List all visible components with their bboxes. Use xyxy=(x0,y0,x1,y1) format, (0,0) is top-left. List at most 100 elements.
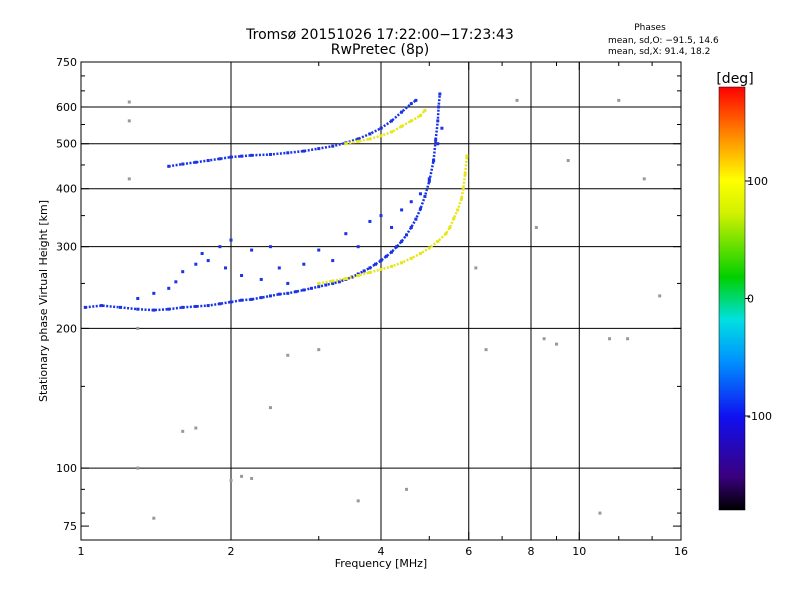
x-tick-label: 1 xyxy=(78,545,85,558)
x-tick-label: 10 xyxy=(572,545,586,558)
echo-point xyxy=(515,98,519,102)
echo-point xyxy=(434,138,438,142)
echo-point xyxy=(542,337,546,341)
x-tick-label: 6 xyxy=(465,545,472,558)
echo-point xyxy=(566,159,570,163)
echo-point xyxy=(404,487,408,491)
echo-point xyxy=(418,207,422,211)
echo-point xyxy=(268,245,272,249)
colorbar-tick-label: -100 xyxy=(747,410,772,423)
echo-point xyxy=(427,177,431,181)
echo-point xyxy=(484,348,488,352)
echo-point xyxy=(294,290,298,294)
echo-point xyxy=(418,192,422,196)
echo-point xyxy=(277,292,281,296)
echo-point xyxy=(277,266,281,270)
echo-point xyxy=(302,149,306,153)
echo-point xyxy=(302,288,306,292)
echo-point xyxy=(250,297,254,301)
echo-point xyxy=(250,248,254,252)
echo-point xyxy=(194,304,198,308)
echo-point xyxy=(356,139,360,143)
echo-trace xyxy=(85,93,442,312)
echo-point xyxy=(368,219,372,223)
echo-point xyxy=(598,511,602,515)
echo-point xyxy=(268,406,272,410)
echo-point xyxy=(136,466,140,470)
echo-point xyxy=(136,296,140,300)
colorbar-ticks: 100 0 -100 xyxy=(745,175,772,423)
echo-point xyxy=(174,280,178,284)
y-tick-label: 200 xyxy=(56,322,77,335)
colorbar xyxy=(718,86,746,511)
echo-point xyxy=(127,177,131,181)
echo-point xyxy=(331,259,335,263)
chart-subtitle: RwPretec (8p) xyxy=(331,42,429,58)
echo-point xyxy=(136,326,140,330)
phases-x-stats: mean, sd,X: 91.4, 18.2 xyxy=(608,47,710,57)
echo-point xyxy=(626,337,630,341)
echo-point xyxy=(395,245,399,249)
echo-point xyxy=(229,300,233,304)
echo-point xyxy=(218,157,222,161)
echo-trace xyxy=(318,156,469,285)
series-group xyxy=(167,98,418,168)
colorbar-tick-label: 100 xyxy=(747,175,768,188)
echo-point xyxy=(423,108,427,112)
echo-point xyxy=(83,305,87,309)
echo-point xyxy=(534,225,538,229)
echo-point xyxy=(409,200,413,204)
series-group xyxy=(127,98,662,520)
echo-point xyxy=(206,259,210,263)
echo-point xyxy=(461,187,465,191)
echo-point xyxy=(356,245,360,249)
y-tick-label: 400 xyxy=(56,183,77,196)
echo-point xyxy=(259,277,263,281)
echo-point xyxy=(167,286,171,290)
echo-point xyxy=(400,239,404,243)
echo-point xyxy=(368,270,372,274)
echo-point xyxy=(194,160,198,164)
x-axis-label: Frequency [MHz] xyxy=(335,557,427,570)
echo-point xyxy=(181,270,185,274)
echo-point xyxy=(379,214,383,218)
y-tick-label: 600 xyxy=(56,101,77,114)
echo-point xyxy=(167,307,171,311)
echo-point xyxy=(400,208,404,212)
echo-point xyxy=(459,197,463,201)
y-axis-label: Stationary phase Virtual Height [km] xyxy=(37,200,50,402)
echo-point xyxy=(390,119,394,123)
echo-point xyxy=(181,305,185,309)
echo-point xyxy=(379,259,383,263)
echo-point xyxy=(259,296,263,300)
y-tick-label: 750 xyxy=(56,56,77,69)
series-group xyxy=(83,92,442,312)
echo-points xyxy=(83,92,662,520)
series-group xyxy=(136,126,444,300)
colorbar-label: [deg] xyxy=(716,71,753,87)
echo-point xyxy=(100,304,104,308)
echo-point xyxy=(444,232,448,236)
echo-point xyxy=(317,348,321,352)
echo-point xyxy=(181,429,185,433)
axis-ticks: 1 2 4 6 8 10 16 75 100 200 300 400 500 600 750 xyxy=(56,56,688,558)
x-tick-label: 16 xyxy=(674,545,688,558)
echo-point xyxy=(200,252,204,256)
echo-point xyxy=(474,266,478,270)
echo-point xyxy=(554,342,558,346)
echo-point xyxy=(409,225,413,229)
y-tick-label: 100 xyxy=(56,462,77,475)
echo-point xyxy=(302,262,306,266)
y-tick-label: 300 xyxy=(56,241,77,254)
echo-point xyxy=(617,98,621,102)
echo-point xyxy=(400,124,404,128)
echo-point xyxy=(432,159,436,163)
echo-point xyxy=(384,254,388,258)
echo-point xyxy=(440,126,444,130)
echo-point xyxy=(240,274,244,278)
echo-point xyxy=(194,426,198,430)
echo-point xyxy=(658,294,662,298)
echo-point xyxy=(127,100,131,104)
echo-point xyxy=(240,298,244,302)
